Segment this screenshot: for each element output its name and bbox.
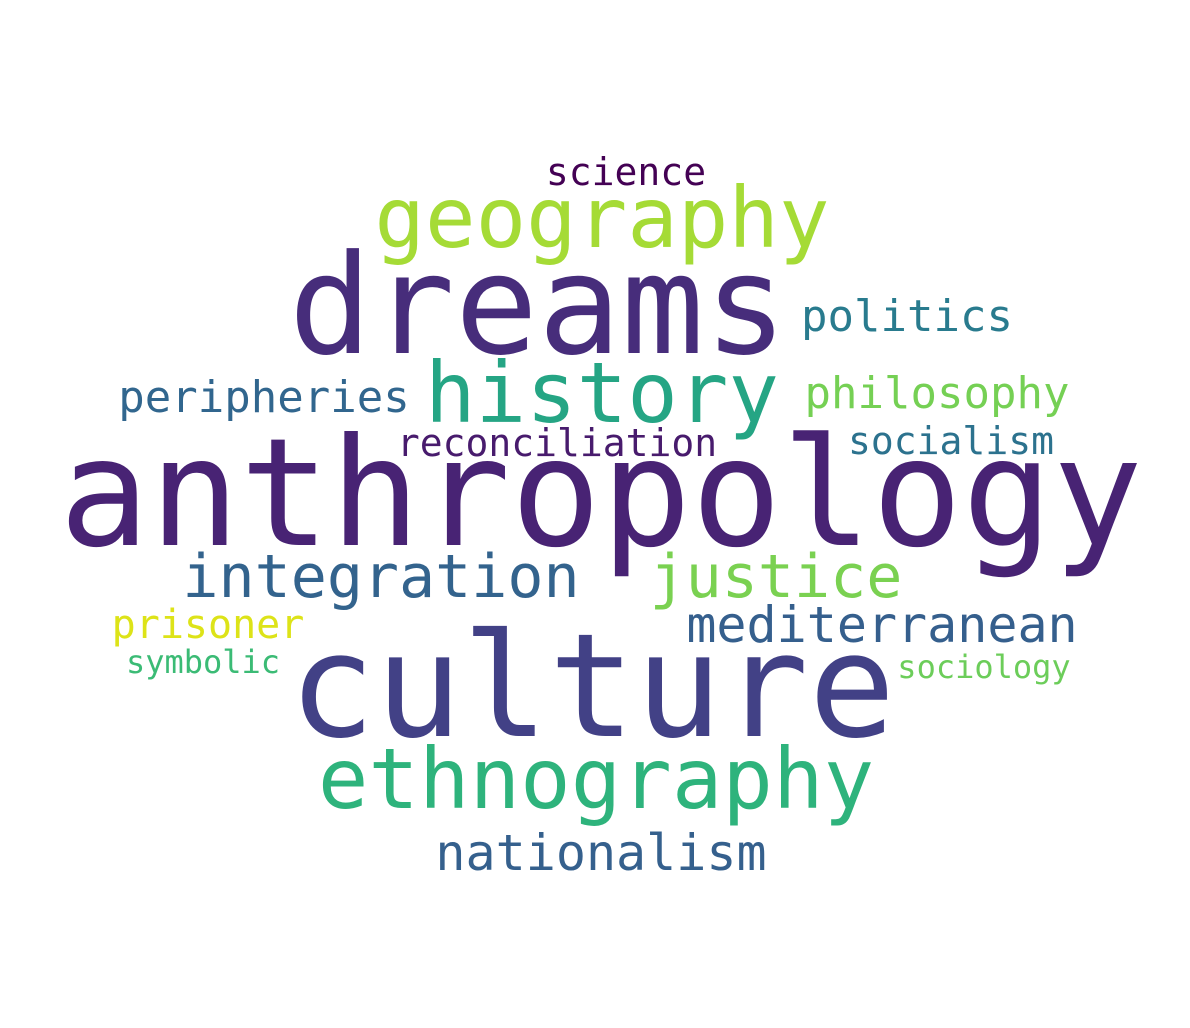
word-geography: geography xyxy=(374,169,830,267)
word-prisoner: prisoner xyxy=(111,602,305,648)
word-reconciliation: reconciliation xyxy=(396,421,718,465)
word-mediterranean: mediterranean xyxy=(686,596,1078,654)
word-justice: justice xyxy=(649,542,903,612)
word-sociology: sociology xyxy=(897,648,1071,686)
word-nationalism: nationalism xyxy=(435,824,767,882)
word-culture: culture xyxy=(288,602,896,770)
word-history: history xyxy=(424,344,780,442)
word-symbolic: symbolic xyxy=(125,643,281,681)
word-philosophy: philosophy xyxy=(804,368,1070,419)
word-integration: integration xyxy=(182,542,580,612)
word-peripheries: peripheries xyxy=(118,372,410,423)
word-science: science xyxy=(545,150,707,194)
word-ethnography: ethnography xyxy=(317,730,875,828)
word-anthropology: anthropology xyxy=(59,407,1143,581)
word-socialism: socialism xyxy=(848,419,1054,463)
word-politics: politics xyxy=(801,291,1013,342)
word-dreams: dreams xyxy=(288,225,788,386)
